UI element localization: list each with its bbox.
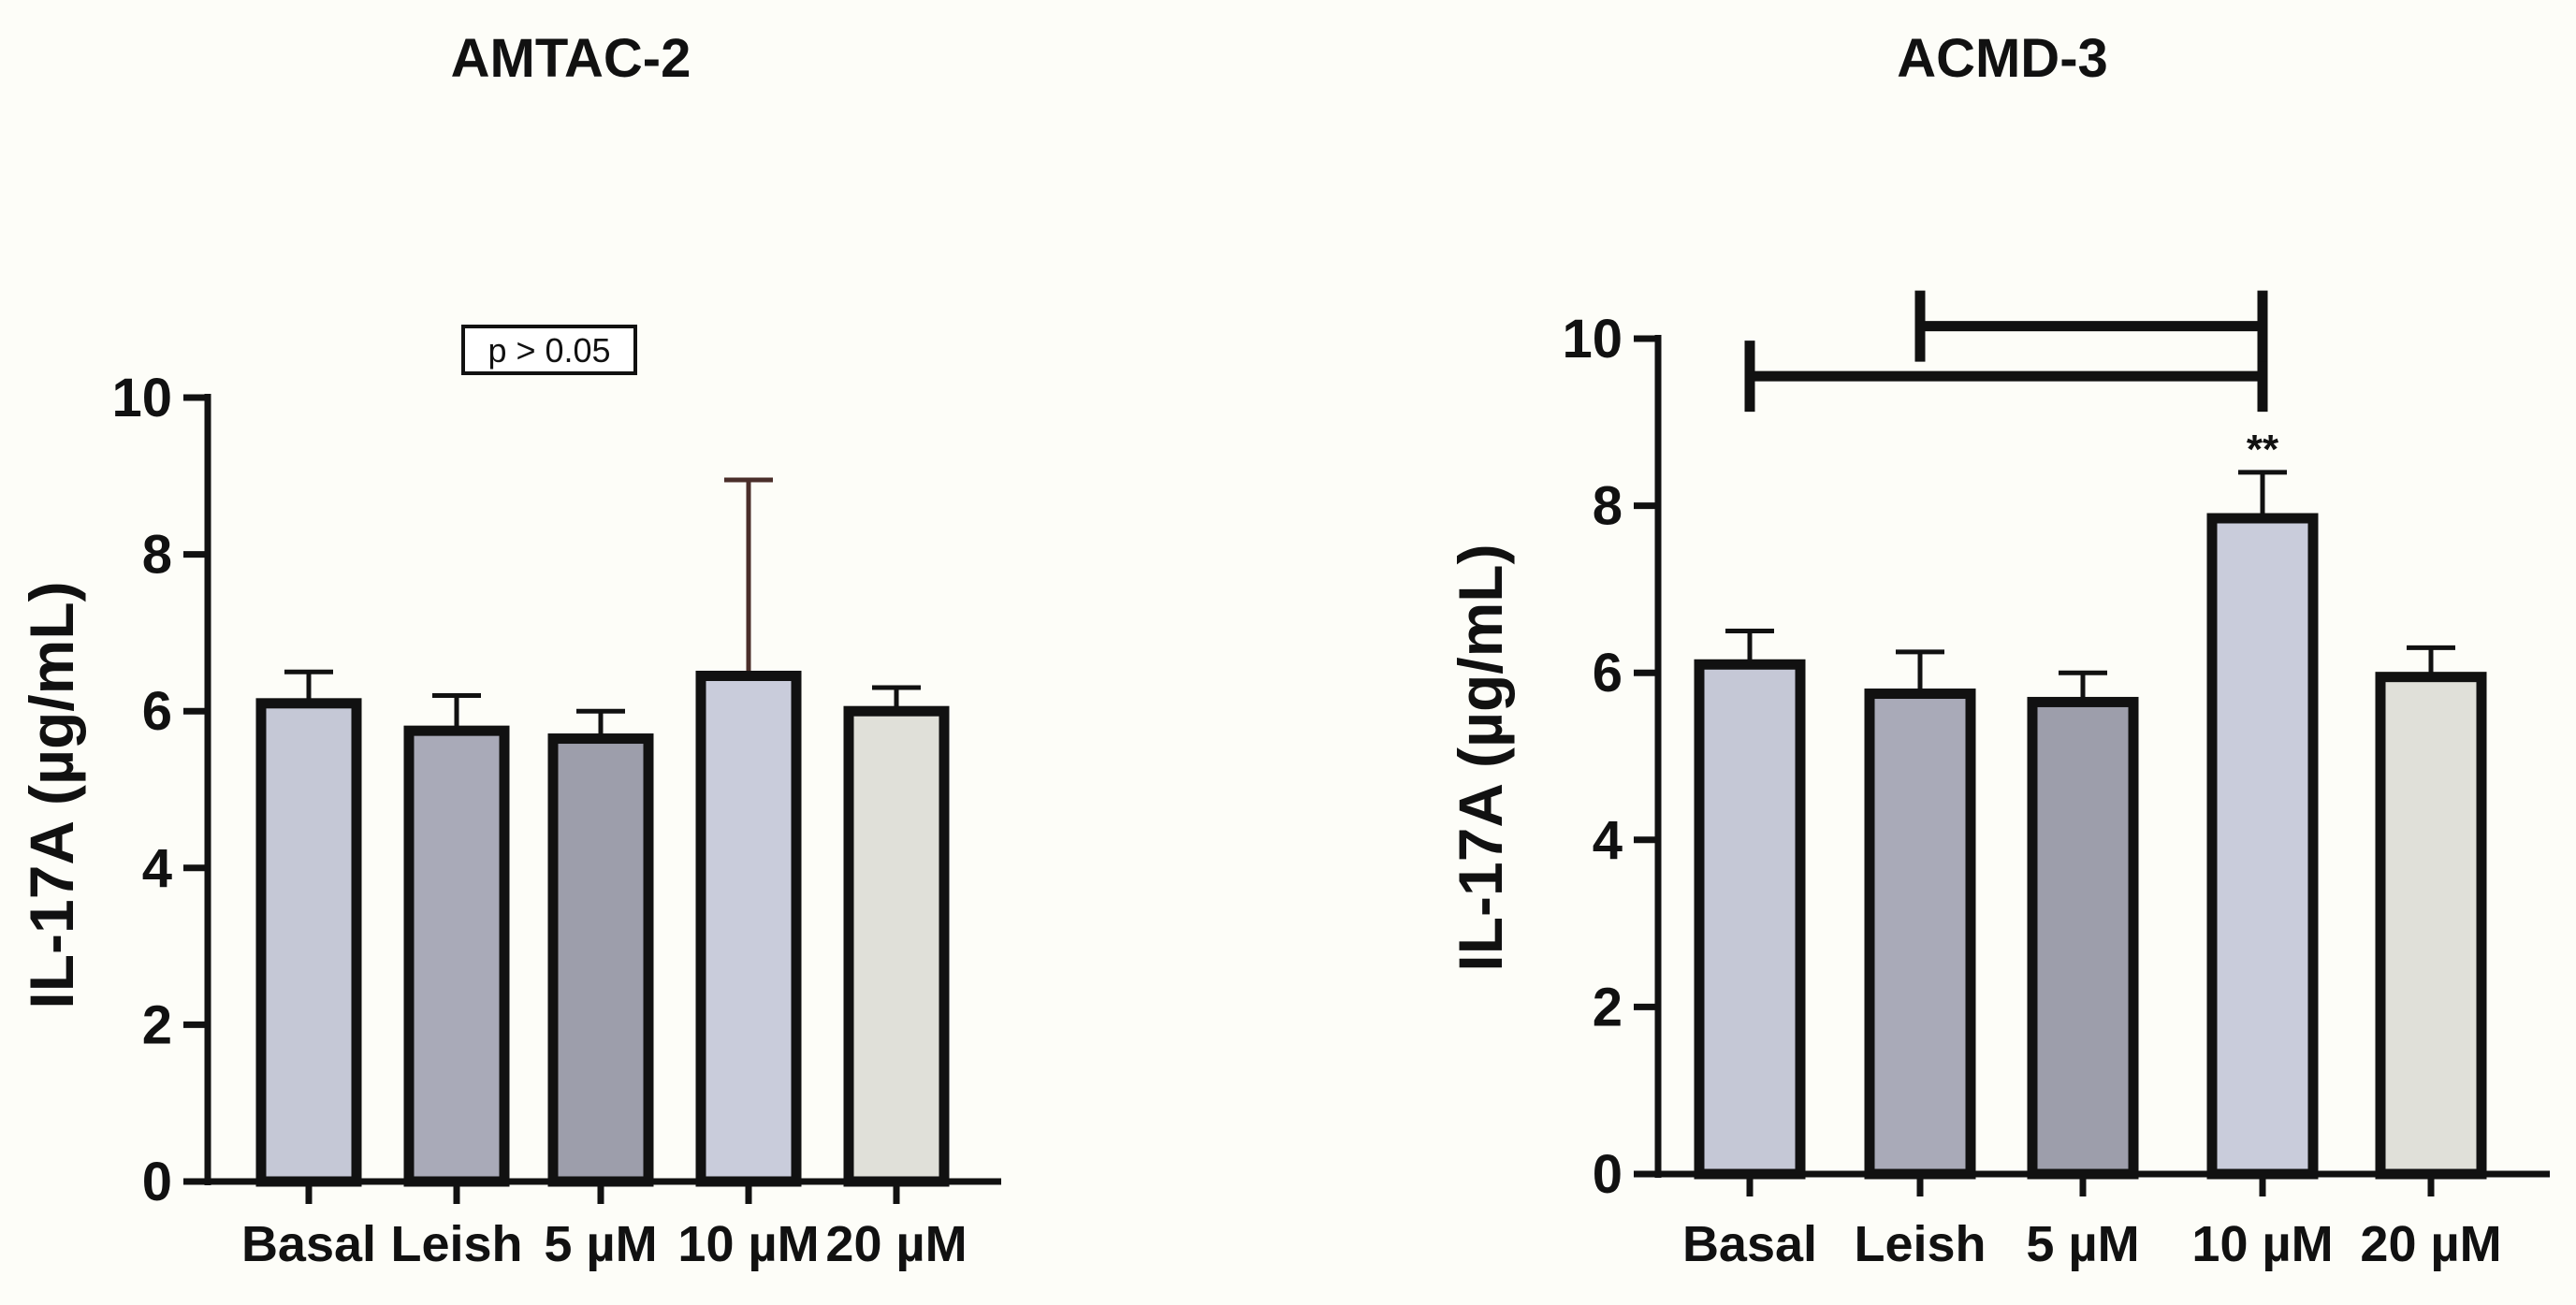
chart-title: ACMD-3 (1897, 28, 2108, 89)
y-tick-label: 4 (1593, 810, 1623, 871)
y-tick-label: 2 (1593, 977, 1623, 1037)
y-tick-label: 4 (142, 838, 172, 899)
y-tick-label: 6 (1593, 643, 1623, 703)
x-tick-label: 5 µM (544, 1216, 657, 1272)
chart-title: AMTAC-2 (451, 28, 691, 89)
x-tick-label: 10 µM (677, 1216, 819, 1272)
y-axis-label: IL-17A (µg/mL) (17, 581, 86, 1008)
bar (2375, 672, 2487, 1180)
y-tick-label: 0 (1593, 1144, 1623, 1205)
y-tick-label: 10 (1562, 309, 1623, 370)
x-tick-label: Basal (241, 1216, 376, 1272)
x-tick-label: 5 µM (2026, 1216, 2139, 1272)
y-tick-label: 6 (142, 681, 172, 742)
x-tick-label: Basal (1682, 1216, 1817, 1272)
chart-amtac-2: AMTAC-2 IL-17A (µg/mL) p > 0.05 0 2 4 6 8 10 … (17, 28, 1001, 1272)
bar (2206, 513, 2319, 1180)
bar (547, 733, 654, 1187)
bar (1864, 689, 1976, 1180)
y-tick-label: 2 (142, 994, 172, 1055)
p-value-text: p > 0.05 (488, 331, 610, 370)
y-tick-label: 0 (142, 1152, 172, 1212)
x-tick-label: 10 µM (2191, 1216, 2333, 1272)
bar (403, 725, 510, 1187)
bar (695, 670, 802, 1187)
y-tick-label: 8 (142, 525, 172, 586)
bar (2027, 696, 2139, 1180)
y-tick-label: 8 (1593, 476, 1623, 537)
x-tick-label: 20 µM (825, 1216, 967, 1272)
significance-marker: ** (2247, 427, 2279, 472)
y-axis-label: IL-17A (µg/mL) (1446, 544, 1515, 971)
p-value-box (461, 325, 637, 375)
bar (1694, 659, 1806, 1180)
x-tick-label: 20 µM (2360, 1216, 2501, 1272)
bar (843, 705, 950, 1187)
y-tick-label: 10 (111, 368, 172, 428)
chart-acmd-3: ACMD-3 IL-17A (µg/mL) 0 2 4 6 8 10 Basal Leish… (1446, 28, 2550, 1272)
x-tick-label: Leish (1854, 1216, 1986, 1272)
bar (255, 698, 362, 1187)
x-tick-label: Leish (390, 1216, 522, 1272)
